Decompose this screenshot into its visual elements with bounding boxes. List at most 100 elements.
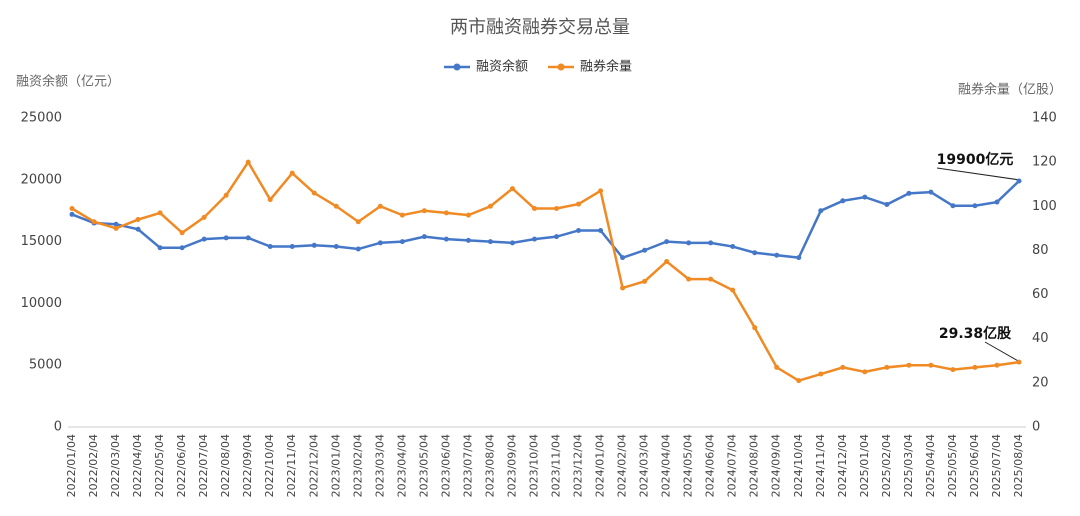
x-tick-label: 2024/09/04 (770, 434, 783, 497)
data-point (840, 364, 846, 370)
data-point (664, 239, 670, 245)
data-point (796, 255, 802, 261)
x-tick-label: 2024/02/04 (616, 434, 629, 497)
data-point (91, 219, 97, 225)
data-point (377, 203, 383, 209)
data-point (642, 278, 648, 284)
x-tick-label: 2022/11/04 (285, 434, 298, 497)
data-point (179, 230, 185, 236)
data-point (840, 198, 846, 204)
data-point (972, 364, 978, 370)
data-point (620, 285, 626, 291)
data-point (972, 203, 978, 209)
data-point (421, 234, 427, 240)
data-point (487, 203, 493, 209)
data-point (245, 235, 251, 241)
x-tick-label: 2023/04/04 (395, 434, 408, 497)
data-point (928, 362, 934, 368)
data-point (1016, 178, 1022, 184)
x-tick-label: 2024/12/04 (836, 434, 849, 497)
data-point (774, 364, 780, 370)
y2-axis-title: 融券余量（亿股） (958, 82, 1062, 98)
data-point (531, 205, 537, 211)
y2-tick-label: 80 (1032, 243, 1049, 258)
data-point (487, 239, 493, 245)
data-point (201, 214, 207, 220)
x-tick-label: 2024/06/04 (704, 434, 717, 497)
data-point (113, 221, 119, 227)
y2-tick-label: 100 (1032, 199, 1057, 214)
x-tick-label: 2025/04/04 (924, 434, 937, 497)
x-tick-label: 2023/10/04 (527, 434, 540, 497)
chart-title: 两市融资融券交易总量 (450, 17, 630, 38)
data-point (355, 219, 361, 225)
x-tick-label: 2024/04/04 (660, 434, 673, 497)
data-point (598, 188, 604, 194)
data-point (355, 246, 361, 252)
x-tick-label: 2025/05/04 (946, 434, 959, 497)
x-tick-label: 2023/08/04 (483, 434, 496, 497)
y-tick-label: 10000 (21, 296, 62, 311)
data-point (69, 211, 75, 217)
x-tick-label: 2022/04/04 (131, 434, 144, 497)
annotation-leader (936, 167, 1021, 181)
data-point (201, 236, 207, 242)
x-tick-label: 2024/03/04 (638, 434, 651, 497)
data-point (113, 225, 119, 231)
x-tick-label: 2024/07/04 (726, 434, 739, 497)
y2-tick-label: 20 (1032, 375, 1049, 390)
data-point (157, 245, 163, 251)
data-point (752, 250, 758, 256)
data-point (686, 276, 692, 282)
data-point (884, 364, 890, 370)
data-point (752, 325, 758, 331)
y2-tick-label: 40 (1032, 331, 1049, 346)
data-point (576, 227, 582, 233)
data-point (950, 203, 956, 209)
data-point (179, 245, 185, 251)
legend-marker (557, 63, 565, 71)
y2-tick-label: 140 (1032, 111, 1057, 126)
data-point (531, 236, 537, 242)
x-tick-label: 2023/11/04 (550, 434, 563, 497)
data-point (443, 210, 449, 216)
x-tick-label: 2023/07/04 (461, 434, 474, 497)
annotation-leader (984, 341, 1021, 363)
x-tick-label: 2023/09/04 (505, 434, 518, 497)
data-point (333, 203, 339, 209)
data-point (223, 192, 229, 198)
x-tick-label: 2022/03/04 (109, 434, 122, 497)
x-tick-label: 2025/06/04 (968, 434, 981, 497)
series-line (71, 180, 1020, 260)
data-point (708, 240, 714, 246)
legend-label: 融资余额 (476, 59, 528, 75)
data-point (223, 235, 229, 241)
series-line (71, 159, 1020, 383)
data-point (862, 369, 868, 375)
x-tick-label: 2023/12/04 (572, 434, 585, 497)
x-tick-label: 2023/03/04 (373, 434, 386, 497)
x-tick-label: 2023/06/04 (439, 434, 452, 497)
data-point (708, 276, 714, 282)
x-tick-label: 2022/01/04 (65, 434, 78, 497)
x-tick-label: 2025/03/04 (902, 434, 915, 497)
y2-tick-label: 120 (1032, 155, 1057, 170)
data-point (465, 237, 471, 243)
legend-label: 融券余量 (580, 59, 632, 75)
x-tick-label: 2022/09/04 (241, 434, 254, 497)
x-tick-label: 2025/01/04 (858, 434, 871, 497)
data-point (928, 189, 934, 195)
x-tick-label: 2025/07/04 (990, 434, 1003, 497)
x-tick-label: 2025/08/04 (1012, 434, 1025, 497)
data-point (554, 205, 560, 211)
data-point (906, 190, 912, 196)
x-tick-label: 2022/05/04 (153, 434, 166, 497)
y2-tick-label: 60 (1032, 287, 1049, 302)
x-tick-label: 2024/05/04 (682, 434, 695, 497)
x-tick-label: 2024/01/04 (594, 434, 607, 497)
x-tick-label: 2022/07/04 (197, 434, 210, 497)
x-tick-label: 2024/10/04 (792, 434, 805, 497)
x-tick-label: 2024/11/04 (814, 434, 827, 497)
x-tick-label: 2022/12/04 (307, 434, 320, 497)
x-tick-label: 2025/02/04 (880, 434, 893, 497)
